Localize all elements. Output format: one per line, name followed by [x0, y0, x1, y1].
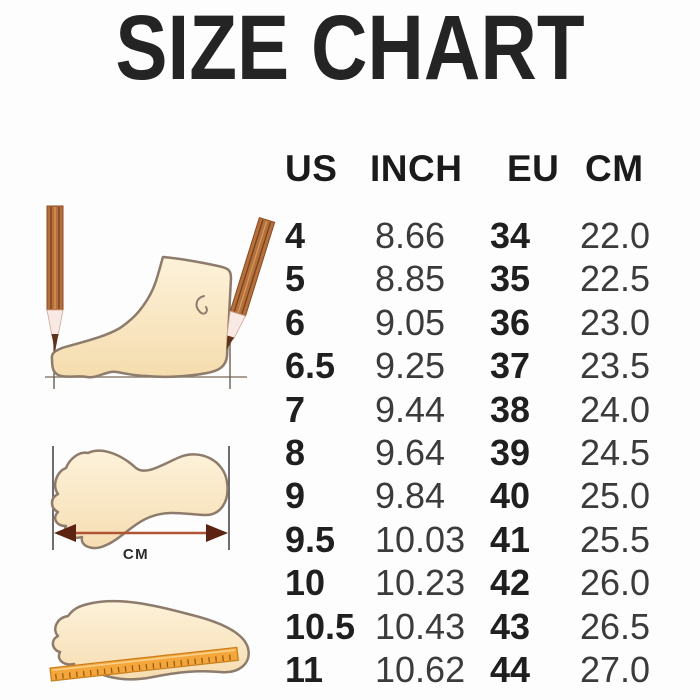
table-cell: 9.64	[375, 431, 446, 473]
table-cell: 42	[490, 562, 531, 604]
table-cell: 23.5	[580, 345, 651, 387]
foot-side-measure-illustration	[45, 205, 276, 389]
pencil-icon	[46, 205, 64, 352]
table-cell: 6.5	[285, 345, 336, 387]
table-cell: 25.5	[580, 518, 651, 560]
column-header-us: US	[285, 148, 338, 189]
column-inch: INCH 8.66 8.85 9.05 9.25 9.44 9.64 9.84 …	[370, 150, 466, 691]
table-cell: 22.5	[580, 258, 651, 300]
table-cell: 25.0	[580, 475, 651, 517]
table-cell: 8.85	[375, 258, 446, 300]
table-cell: 9.25	[375, 345, 446, 387]
table-cell: 6	[285, 301, 306, 343]
table-cell: 24.0	[580, 388, 651, 430]
table-cell: 9.84	[375, 475, 446, 517]
column-header-inch: INCH	[370, 148, 463, 189]
table-cell: 23.0	[580, 301, 651, 343]
table-cell: 10	[285, 562, 326, 604]
table-cell: 11	[285, 648, 324, 690]
table-cell: 8	[285, 431, 306, 473]
pencil-icon	[226, 216, 276, 350]
table-cell: 37	[490, 345, 531, 387]
cm-unit-label: CM	[123, 546, 149, 563]
table-cell: 10.5	[285, 605, 356, 647]
column-header-cm: CM	[585, 148, 644, 189]
table-cell: 39	[490, 431, 531, 473]
table-cell: 35	[490, 258, 531, 300]
column-cm: CM 22.0 22.5 23.0 23.5 24.0 24.5 25.0 25…	[580, 150, 650, 691]
table-cell: 34	[490, 215, 531, 256]
table-cell: 40	[490, 475, 531, 517]
ankle-mark	[195, 295, 208, 315]
table-cell: 5	[285, 258, 306, 300]
table-cell: 9.05	[375, 301, 446, 343]
measure-arrow-icon	[54, 524, 228, 542]
table-cell: 9.5	[285, 518, 336, 560]
table-cell: 10.43	[375, 605, 466, 647]
column-us: US 4 5 6 6.5 7 8 9 9.5 10 10.5 11	[285, 150, 355, 691]
ruler-icon	[49, 646, 239, 682]
table-cell: 10.62	[375, 648, 466, 690]
table-cell: 7	[285, 388, 306, 430]
footprint-ruler-illustration	[49, 599, 250, 682]
footprint-icon	[50, 449, 229, 550]
table-cell: 36	[490, 301, 531, 343]
table-cell: 4	[285, 215, 306, 256]
table-cell: 24.5	[580, 431, 651, 473]
column-header-eu: EU	[507, 148, 560, 189]
footprint-length-illustration: CM	[50, 446, 230, 563]
table-cell: 43	[490, 605, 531, 647]
table-cell: 38	[490, 388, 531, 430]
table-cell: 10.23	[375, 562, 466, 604]
table-cell: 27.0	[580, 648, 651, 690]
table-cell: 26.0	[580, 562, 651, 604]
page-title: SIZE CHART	[115, 0, 585, 99]
table-cell: 9	[285, 475, 306, 517]
table-cell: 8.66	[375, 215, 446, 256]
table-cell: 10.03	[375, 518, 466, 560]
table-cell: 26.5	[580, 605, 651, 647]
table-cell: 9.44	[375, 388, 446, 430]
table-cell: 44	[490, 648, 531, 690]
table-cell: 22.0	[580, 215, 651, 256]
column-eu: EU 34 35 36 37 38 39 40 41 42 43 44	[490, 150, 559, 691]
foot-icon	[50, 255, 233, 379]
table-cell: 41	[490, 518, 531, 560]
